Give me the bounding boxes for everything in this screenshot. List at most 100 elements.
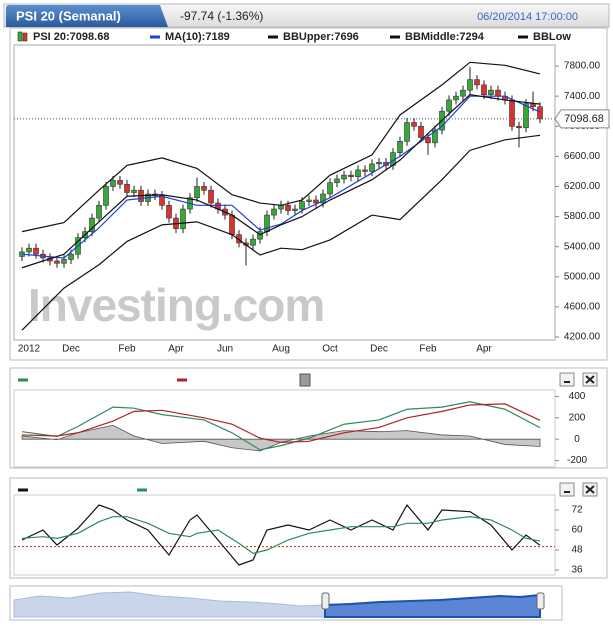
y-tick-label: 36 (571, 565, 583, 576)
candle-body (411, 122, 417, 127)
candle-body (229, 214, 235, 235)
candle-body (124, 183, 130, 193)
candle-body (453, 95, 459, 101)
legend-label: PSI 20:7098.68 (33, 31, 109, 43)
legend-label: BBLow (533, 31, 571, 43)
y-tick-label: 7800.00 (564, 61, 601, 72)
navigator-handle[interactable] (536, 592, 545, 610)
x-tick-label: Oct (322, 344, 338, 355)
series-line (21, 95, 541, 259)
series-layer (21, 401, 541, 452)
candle-body (376, 162, 382, 165)
button-frame[interactable] (559, 372, 575, 387)
candle-body (495, 89, 501, 97)
y-tick-label: 200 (569, 412, 586, 423)
candle-body (208, 189, 214, 204)
close-button[interactable] (582, 372, 598, 387)
minimize-button[interactable] (559, 372, 575, 387)
x-tick-label: Dec (370, 344, 388, 355)
icon (585, 485, 595, 494)
candle-body (236, 234, 242, 244)
x-tick-label: Feb (118, 344, 136, 355)
candle-body (131, 189, 137, 193)
series-line (21, 403, 541, 444)
candle-body (250, 238, 256, 246)
candle-body (467, 79, 473, 91)
candle-body (110, 180, 116, 187)
rsi-plot-area (13, 494, 556, 576)
candle-body (96, 204, 102, 219)
navigator[interactable] (9, 585, 563, 621)
close-button[interactable] (582, 482, 598, 497)
candle-body (404, 122, 410, 142)
navigator-history (13, 591, 326, 618)
candle-body (341, 174, 347, 180)
y-tick-label: 6200.00 (564, 181, 601, 192)
candle-body (180, 208, 186, 229)
legend-label: BBMiddle:7294 (405, 31, 485, 43)
candle-body (159, 195, 165, 206)
macd-plot-area (13, 389, 556, 468)
y-tick-label: 5000.00 (564, 271, 601, 282)
candle-body (488, 89, 494, 95)
series-line (21, 94, 541, 269)
series-line (21, 61, 541, 233)
candle-body (201, 186, 207, 191)
minimize-button[interactable] (559, 482, 575, 497)
price-tag (554, 109, 610, 129)
candle-body (103, 186, 109, 206)
watermark: Investing.com (28, 279, 324, 331)
icon (585, 375, 595, 384)
candle-body (68, 253, 74, 260)
y-tick-label: 5400.00 (564, 241, 601, 252)
candle-body (355, 169, 361, 177)
candle-body (89, 217, 95, 232)
candle-body (474, 79, 480, 86)
candle-body (523, 103, 529, 129)
candle-body (481, 84, 487, 95)
candle-body (313, 199, 319, 204)
y-tick-label: 400 (569, 391, 586, 402)
series-line (21, 401, 541, 451)
y-tick-label: 5800.00 (564, 211, 601, 222)
candle-body (285, 204, 291, 211)
series-layer (21, 503, 541, 566)
y-tick-label: 48 (571, 545, 583, 556)
candle-body (348, 174, 354, 177)
candle-body (166, 204, 172, 219)
y-tick-label: 4200.00 (564, 332, 601, 343)
candle-body (327, 182, 333, 195)
candle-body (460, 89, 466, 97)
navigator-handle[interactable] (321, 592, 330, 610)
candle-body (383, 162, 389, 166)
y-tick-label: 4600.00 (564, 302, 601, 313)
legend-marker (22, 32, 28, 42)
title-tab (6, 5, 168, 27)
x-tick-label: Apr (168, 344, 184, 355)
candle-body (194, 186, 200, 199)
series-line (21, 134, 541, 331)
candle-body (334, 178, 340, 184)
y-tick-label: 7400.00 (564, 91, 601, 102)
candle-body (299, 201, 305, 210)
candle-body (257, 231, 263, 240)
title: PSI 20 (Semanal) (16, 8, 121, 23)
candle-body (271, 208, 277, 216)
candle-body (33, 247, 39, 255)
series-line (21, 516, 541, 554)
candle-body (369, 163, 375, 172)
y-tick-label: 72 (571, 505, 583, 516)
legend-label: BBUpper:7696 (283, 31, 359, 43)
candle-body (54, 260, 60, 264)
x-tick-label: Jun (217, 344, 233, 355)
x-tick-label: Feb (419, 344, 437, 355)
button-frame[interactable] (559, 482, 575, 497)
y-tick-label: 6600.00 (564, 151, 601, 162)
x-tick-label: Aug (272, 344, 290, 355)
legend-marker (299, 373, 311, 387)
x-tick-label: Dec (62, 344, 80, 355)
candle-body (432, 129, 438, 144)
candle-body (537, 106, 543, 120)
